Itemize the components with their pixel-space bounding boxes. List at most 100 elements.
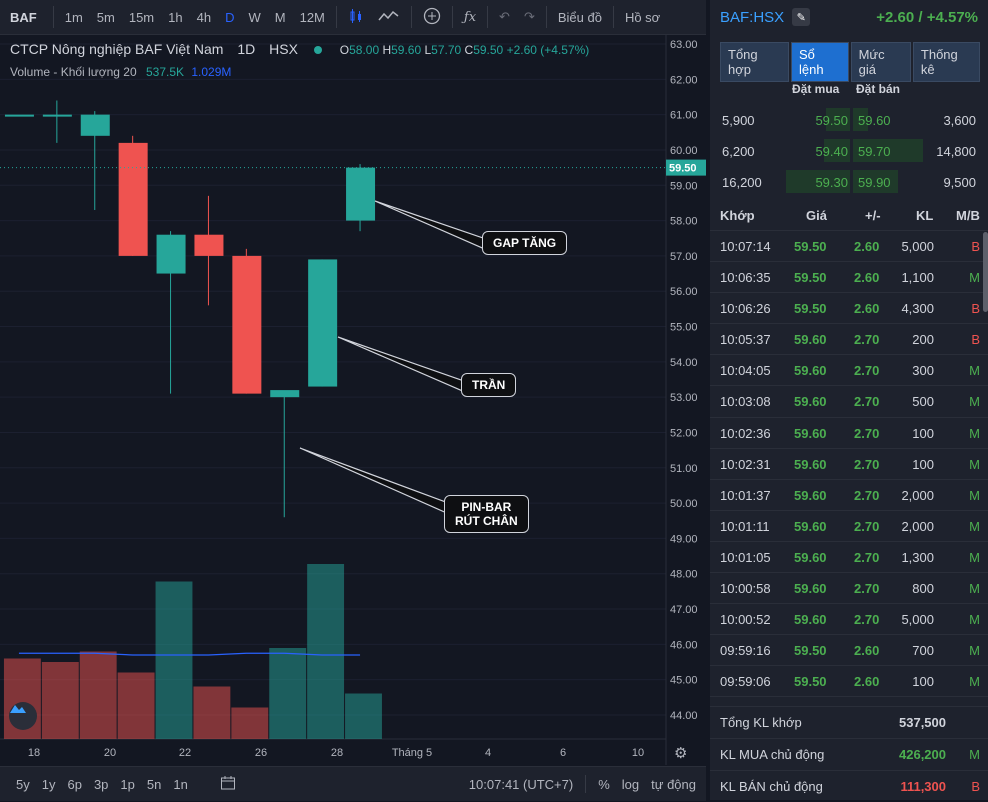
- trade-time: 10:07:14: [720, 239, 771, 254]
- trade-change: 2.60: [854, 239, 880, 254]
- percent-toggle[interactable]: %: [598, 776, 610, 792]
- volume-bar: [79, 651, 117, 739]
- chart-logo-icon[interactable]: [9, 702, 37, 730]
- summary-value: 111,300: [900, 779, 946, 794]
- timeframe-1h[interactable]: 1h: [168, 9, 183, 25]
- timeframe-5m[interactable]: 5m: [96, 9, 115, 25]
- volume-legend: Volume - Khối lượng 20 537.5K 1.029M: [10, 65, 231, 79]
- clock-time[interactable]: 10:07:41 (UTC+7): [468, 776, 574, 792]
- volume-label: Volume - Khối lượng 20: [10, 65, 137, 79]
- add-indicator-icon[interactable]: [416, 7, 448, 28]
- summary-side: M: [969, 747, 980, 762]
- ask-price[interactable]: 59.60: [858, 113, 891, 128]
- timeframe-12m[interactable]: 12M: [299, 9, 325, 25]
- price-axis-label: 48.00: [670, 569, 698, 581]
- trade-side: M: [969, 270, 980, 286]
- col-change: +/-: [865, 208, 881, 223]
- timeframe-d[interactable]: D: [225, 9, 235, 25]
- timeframe-4h[interactable]: 4h: [196, 9, 212, 25]
- trade-time: 10:00:58: [720, 581, 771, 597]
- toolbar-divider: [487, 6, 489, 28]
- candle-body[interactable]: [346, 167, 376, 221]
- trade-price: 59.50: [794, 643, 827, 659]
- bid-price[interactable]: 59.50: [815, 113, 848, 128]
- panel-change: +2.60 / +4.57%: [876, 8, 978, 26]
- tab-1[interactable]: Sổ lệnh: [791, 42, 849, 82]
- candlestick-chart[interactable]: 63.00 62.00 61.00 60.00 59.00 58.00 57.00 56.00…: [0, 35, 706, 765]
- trade-time: 10:02:36: [720, 425, 771, 441]
- candle-body[interactable]: [156, 234, 186, 274]
- tab-3[interactable]: Thống kê: [912, 42, 981, 82]
- undo-icon[interactable]: ↶: [499, 9, 510, 24]
- trade-price: 59.60: [794, 549, 827, 565]
- annotation-tran[interactable]: TRẦN: [461, 373, 517, 397]
- tab-2[interactable]: Mức giá: [850, 42, 911, 82]
- annotation-pinbar[interactable]: PIN-BAR RÚT CHÂN: [444, 495, 529, 533]
- col-volume: KL: [916, 208, 934, 223]
- trade-price: 59.60: [794, 581, 827, 597]
- auto-toggle[interactable]: tự động: [651, 776, 696, 792]
- candle-body[interactable]: [232, 255, 262, 394]
- trade-side: B: [971, 301, 980, 317]
- candle-body[interactable]: [42, 114, 72, 117]
- timeframe-m[interactable]: M: [274, 9, 286, 25]
- price-axis-label: 52.00: [670, 427, 698, 439]
- panel-symbol[interactable]: BAF:HSX: [720, 8, 785, 26]
- trade-list[interactable]: Khớp Giá +/- KL M/B 10:07:14 59.50 2.60 5,0…: [710, 200, 988, 704]
- chart-menu[interactable]: Biểu đồ: [557, 9, 602, 25]
- range-5n[interactable]: 5n: [146, 776, 162, 792]
- candle-body[interactable]: [4, 114, 34, 117]
- range-5y[interactable]: 5y: [16, 776, 30, 792]
- bid-price[interactable]: 59.40: [815, 144, 848, 159]
- candle-body[interactable]: [308, 259, 338, 387]
- timeframe-1m[interactable]: 1m: [64, 9, 83, 25]
- trade-change: 2.70: [854, 332, 880, 348]
- range-1p[interactable]: 1p: [120, 776, 135, 792]
- trade-side: M: [969, 487, 980, 503]
- ask-depth-bar: [853, 139, 923, 162]
- range-3p[interactable]: 3p: [93, 776, 109, 792]
- volume-bar: [345, 693, 382, 739]
- trade-price: 59.60: [794, 332, 827, 348]
- candle-body[interactable]: [118, 142, 148, 256]
- candle-body[interactable]: [194, 234, 224, 256]
- candle-type-icon[interactable]: [341, 8, 371, 27]
- edit-pencil-icon[interactable]: ✎: [792, 8, 811, 26]
- order-book-row: 5,900 59.50 59.60 3,600: [710, 104, 988, 135]
- redo-icon[interactable]: ↷: [523, 9, 535, 24]
- trade-list-scrollbar[interactable]: [983, 232, 988, 312]
- trade-row: 09:59:06 59.50 2.60 100 M: [710, 665, 988, 696]
- trade-side: B: [971, 332, 980, 348]
- bid-price[interactable]: 59.30: [815, 175, 848, 190]
- date-range-icon[interactable]: [214, 775, 242, 794]
- toolbar-divider: [612, 6, 614, 28]
- settings-gear-icon[interactable]: ⚙: [674, 745, 688, 762]
- range-1y[interactable]: 1y: [41, 776, 56, 792]
- timeframe-15m[interactable]: 15m: [128, 9, 155, 25]
- trade-row: 10:00:58 59.60 2.70 800 M: [710, 572, 988, 603]
- range-group: 5y 1y 6p 3p 1p 5n 1n: [0, 777, 194, 792]
- trade-price: 59.60: [794, 394, 827, 410]
- ask-price[interactable]: 59.90: [858, 175, 891, 190]
- ohlc-high: 59.60: [391, 43, 422, 57]
- ask-price[interactable]: 59.70: [858, 144, 891, 159]
- trade-price: 59.60: [794, 363, 827, 379]
- price-chart[interactable]: 63.00 62.00 61.00 60.00 59.00 58.00 57.00 56.00…: [0, 35, 706, 765]
- tab-0[interactable]: Tổng hợp: [720, 42, 790, 82]
- annotation-gap[interactable]: GAP TĂNG: [482, 231, 568, 255]
- trade-change: 2.70: [854, 549, 880, 565]
- range-1n[interactable]: 1n: [173, 776, 188, 792]
- symbol-search[interactable]: BAF: [10, 9, 37, 25]
- col-time: Khớp: [720, 208, 755, 223]
- function-icon[interactable]: ƒx: [463, 9, 477, 25]
- line-chart-icon[interactable]: [371, 8, 407, 27]
- trade-row: 10:01:05 59.60 2.70 1,300 M: [710, 540, 988, 572]
- range-6p[interactable]: 6p: [67, 776, 82, 792]
- candle-body[interactable]: [270, 390, 300, 398]
- log-toggle[interactable]: log: [621, 776, 640, 792]
- candle-body[interactable]: [80, 114, 110, 136]
- trade-side: B: [971, 239, 980, 254]
- bid-depth-bar: [826, 108, 850, 131]
- timeframe-w[interactable]: W: [248, 9, 261, 25]
- profile-menu[interactable]: Hồ sơ: [624, 9, 661, 25]
